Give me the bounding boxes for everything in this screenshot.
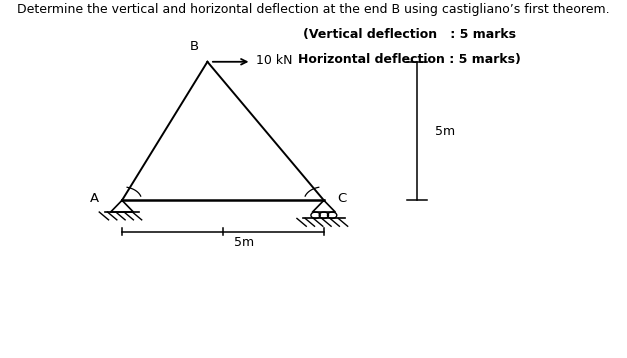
Text: 5m: 5m: [234, 236, 254, 249]
Text: B: B: [190, 40, 199, 53]
Text: 5m: 5m: [435, 125, 455, 137]
Text: 10 kN: 10 kN: [256, 53, 292, 67]
Text: A: A: [90, 192, 98, 205]
Text: C: C: [337, 192, 346, 205]
Text: (Vertical deflection   : 5 marks: (Vertical deflection : 5 marks: [303, 28, 516, 41]
Text: Horizontal deflection : 5 marks): Horizontal deflection : 5 marks): [298, 53, 520, 66]
Text: Determine the vertical and horizontal deflection at the end B using castigliano’: Determine the vertical and horizontal de…: [17, 3, 610, 16]
